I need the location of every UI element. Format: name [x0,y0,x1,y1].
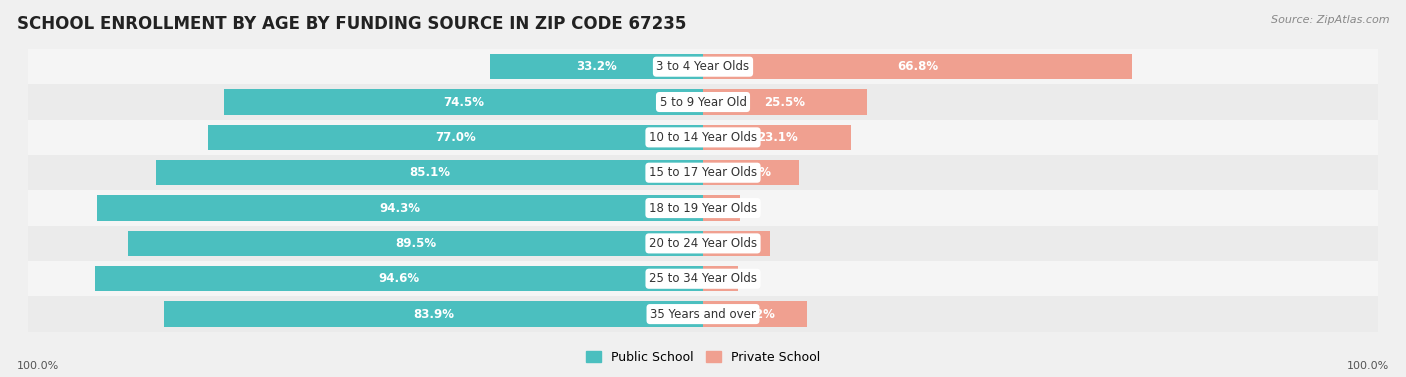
Text: 25 to 34 Year Olds: 25 to 34 Year Olds [650,272,756,285]
Text: 23.1%: 23.1% [756,131,797,144]
Text: 16.2%: 16.2% [734,308,776,320]
Text: 100.0%: 100.0% [1347,361,1389,371]
Text: 94.6%: 94.6% [378,272,419,285]
Text: Source: ZipAtlas.com: Source: ZipAtlas.com [1271,15,1389,25]
Text: 74.5%: 74.5% [443,95,484,109]
Text: 5.4%: 5.4% [704,272,737,285]
Text: 100.0%: 100.0% [17,361,59,371]
Text: 3 to 4 Year Olds: 3 to 4 Year Olds [657,60,749,73]
Text: 35 Years and over: 35 Years and over [650,308,756,320]
Bar [703,89,868,115]
Text: SCHOOL ENROLLMENT BY AGE BY FUNDING SOURCE IN ZIP CODE 67235: SCHOOL ENROLLMENT BY AGE BY FUNDING SOUR… [17,15,686,33]
Text: 15 to 17 Year Olds: 15 to 17 Year Olds [650,166,756,179]
Legend: Public School, Private School: Public School, Private School [582,348,824,368]
Text: 89.5%: 89.5% [395,237,436,250]
Bar [97,195,703,221]
Text: 66.8%: 66.8% [897,60,938,73]
FancyBboxPatch shape [28,226,1378,261]
FancyBboxPatch shape [28,261,1378,296]
Bar [128,231,703,256]
Text: 77.0%: 77.0% [436,131,475,144]
Bar [208,125,703,150]
Bar [703,231,770,256]
FancyBboxPatch shape [28,84,1378,120]
FancyBboxPatch shape [28,155,1378,190]
Text: 25.5%: 25.5% [765,95,806,109]
FancyBboxPatch shape [28,120,1378,155]
Bar [489,54,703,80]
Text: 85.1%: 85.1% [409,166,450,179]
Bar [156,160,703,185]
Text: 20 to 24 Year Olds: 20 to 24 Year Olds [650,237,756,250]
Bar [703,125,852,150]
Bar [96,266,703,291]
Text: 10.5%: 10.5% [716,237,758,250]
FancyBboxPatch shape [28,49,1378,84]
Bar [703,54,1132,80]
Text: 33.2%: 33.2% [576,60,617,73]
FancyBboxPatch shape [28,296,1378,332]
Text: 94.3%: 94.3% [380,202,420,215]
Text: 83.9%: 83.9% [413,308,454,320]
Bar [163,301,703,327]
Text: 18 to 19 Year Olds: 18 to 19 Year Olds [650,202,756,215]
Bar [224,89,703,115]
Bar [703,266,738,291]
Text: 10 to 14 Year Olds: 10 to 14 Year Olds [650,131,756,144]
FancyBboxPatch shape [28,190,1378,226]
Bar [703,195,740,221]
Text: 5 to 9 Year Old: 5 to 9 Year Old [659,95,747,109]
Bar [703,301,807,327]
Text: 14.9%: 14.9% [730,166,772,179]
Text: 5.7%: 5.7% [704,202,738,215]
Bar [703,160,799,185]
